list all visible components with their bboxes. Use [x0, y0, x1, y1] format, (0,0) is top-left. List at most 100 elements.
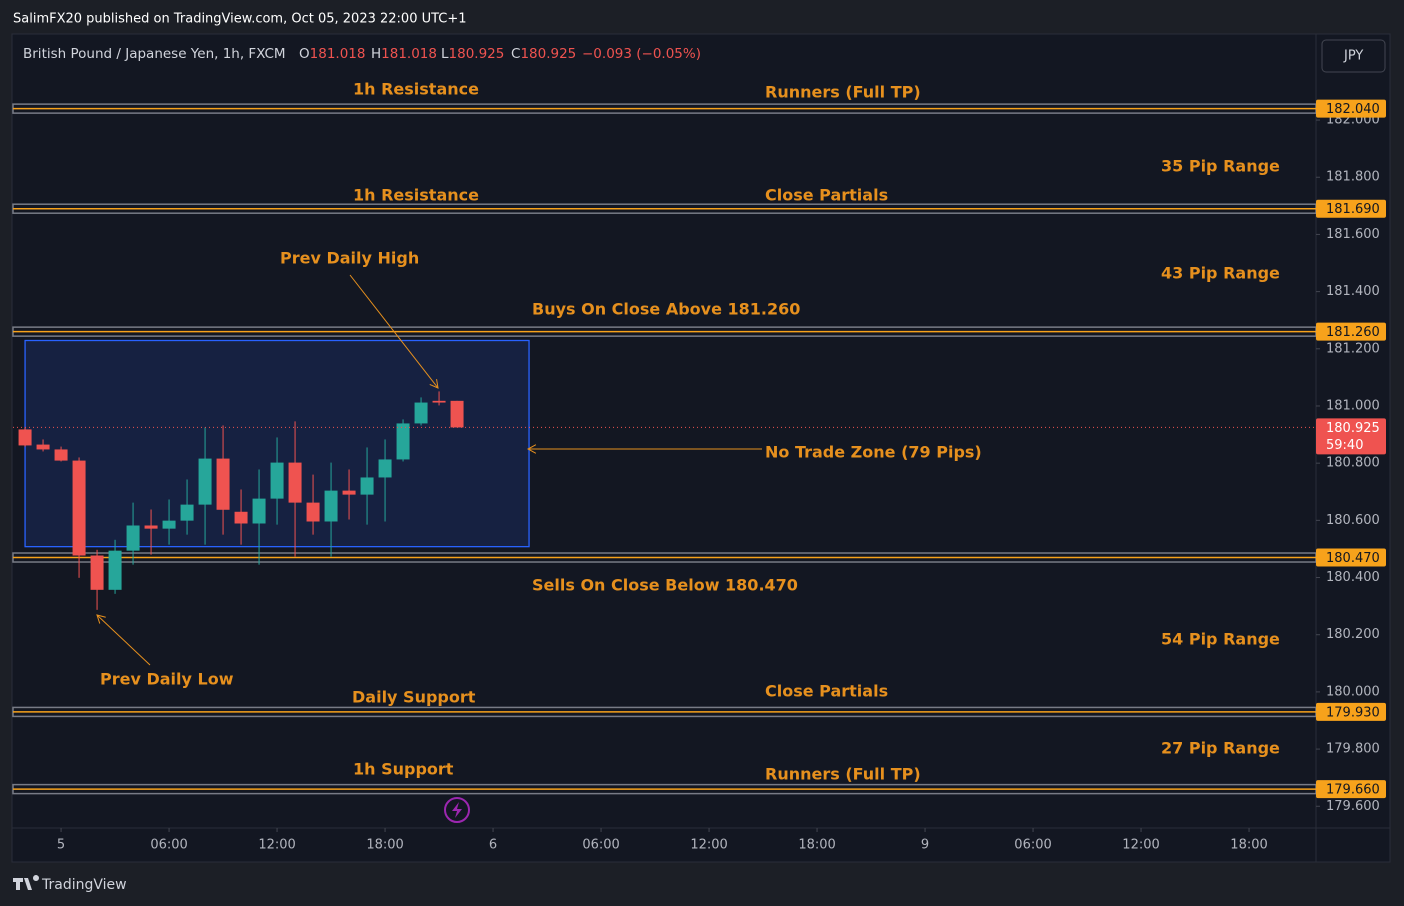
x-tick-label: 6: [489, 838, 497, 853]
level-label: 181.690: [1326, 202, 1380, 217]
candle-body: [450, 400, 464, 428]
x-tick-label: 06:00: [582, 838, 619, 853]
annotation: Daily Support: [352, 688, 476, 707]
y-tick-label: 179.600: [1326, 799, 1380, 814]
y-tick-label: 180.200: [1326, 627, 1380, 642]
candle-body: [72, 460, 86, 556]
legend: British Pound / Japanese Yen, 1h, FXCM O1…: [23, 46, 701, 62]
candle-body: [198, 458, 212, 505]
countdown: 59:40: [1326, 438, 1363, 453]
chart-panel: [11, 33, 1391, 863]
x-tick-label: 06:00: [150, 838, 187, 853]
x-tick-label: 12:00: [1122, 838, 1159, 853]
y-tick-label: 181.400: [1326, 284, 1380, 299]
candle-body: [36, 444, 50, 450]
x-tick-label: 18:00: [366, 838, 403, 853]
candle-body: [162, 520, 176, 529]
candle-body: [270, 462, 284, 499]
x-tick-label: 06:00: [1014, 838, 1051, 853]
x-tick-label: 12:00: [258, 838, 295, 853]
annotation: Prev Daily Low: [100, 670, 234, 689]
y-tick-label: 180.400: [1326, 570, 1380, 585]
annotation: 1h Resistance: [353, 80, 479, 99]
arrow-head: [96, 614, 106, 624]
annotation: 54 Pip Range: [1161, 630, 1280, 649]
y-tick-label: 180.800: [1326, 456, 1380, 471]
annotation: Runners (Full TP): [765, 83, 921, 102]
candle-body: [414, 402, 428, 424]
y-tick-label: 179.800: [1326, 742, 1380, 757]
candle-body: [360, 477, 374, 495]
x-tick-label: 5: [57, 838, 65, 853]
level-tag: [1316, 548, 1386, 567]
x-tick-label: 18:00: [798, 838, 835, 853]
brand-logo: [13, 875, 39, 890]
level-tag: [1316, 702, 1386, 721]
y-tick-label: 180.000: [1326, 684, 1380, 699]
brand: TradingView: [41, 877, 127, 893]
annotation: 27 Pip Range: [1161, 739, 1280, 758]
x-tick-label: 9: [921, 838, 929, 853]
price-label: 180.925: [1326, 421, 1380, 436]
level-label: 180.470: [1326, 551, 1380, 566]
candle-body: [144, 525, 158, 529]
ohlc-value: 180.925: [449, 46, 505, 62]
annotation: Sells On Close Below 180.470: [532, 576, 798, 595]
annotation: 43 Pip Range: [1161, 264, 1280, 283]
arrow-line: [349, 274, 439, 389]
candle-body: [108, 550, 122, 590]
candle-body: [288, 462, 302, 503]
ohlc-value: 181.018: [310, 46, 366, 62]
arrow-line: [96, 614, 151, 666]
ohlc-label: H: [371, 46, 381, 62]
candle-body: [180, 504, 194, 521]
arrow-head: [526, 444, 537, 454]
currency[interactable]: JPY: [1343, 49, 1363, 64]
annotation: 1h Resistance: [353, 186, 479, 205]
x-tick-label: 18:00: [1230, 838, 1267, 853]
candle-body: [126, 525, 140, 551]
candle-body: [324, 490, 338, 522]
annotation: No Trade Zone (79 Pips): [765, 443, 982, 462]
level-tag: [1316, 199, 1386, 218]
candle-body: [432, 400, 446, 403]
annotation: Prev Daily High: [280, 249, 419, 268]
ohlc-label: L: [441, 46, 449, 62]
annotation: Runners (Full TP): [765, 765, 921, 784]
ohlc-label: O: [299, 46, 310, 62]
candle-body: [378, 459, 392, 478]
ohlc-label: C: [511, 46, 520, 62]
annotation: Close Partials: [765, 186, 888, 205]
y-tick-label: 181.000: [1326, 398, 1380, 413]
candle-body: [90, 555, 104, 590]
ohlc-value: 180.925: [520, 46, 576, 62]
level-label: 181.260: [1326, 325, 1380, 340]
y-tick-label: 181.200: [1326, 341, 1380, 356]
candle-body: [54, 449, 68, 461]
candle-body: [396, 423, 410, 460]
ohlc-value: 181.018: [381, 46, 437, 62]
candle-body: [342, 490, 356, 495]
annotation: 1h Support: [353, 760, 454, 779]
event-icon[interactable]: [444, 797, 470, 823]
level-tag: [1316, 780, 1386, 799]
candle-body: [252, 498, 266, 524]
candle-body: [18, 429, 32, 446]
level-tag: [1316, 99, 1386, 118]
annotation: Buys On Close Above 181.260: [532, 300, 800, 319]
published-line: SalimFX20 published on TradingView.com, …: [13, 12, 467, 27]
symbol: British Pound / Japanese Yen, 1h, FXCM: [23, 46, 286, 62]
candle-body: [216, 458, 230, 510]
candle-body: [306, 502, 320, 522]
change: −0.093 (−0.05%): [582, 46, 701, 62]
level-label: 182.040: [1326, 102, 1380, 117]
candle-body: [234, 511, 248, 524]
annotation: Close Partials: [765, 682, 888, 701]
level-tag: [1316, 322, 1386, 341]
currency-button[interactable]: [1321, 39, 1386, 73]
y-tick-label: 181.800: [1326, 170, 1380, 185]
annotation: 35 Pip Range: [1161, 157, 1280, 176]
event-bolt: [452, 802, 462, 818]
y-tick-label: 180.600: [1326, 513, 1380, 528]
